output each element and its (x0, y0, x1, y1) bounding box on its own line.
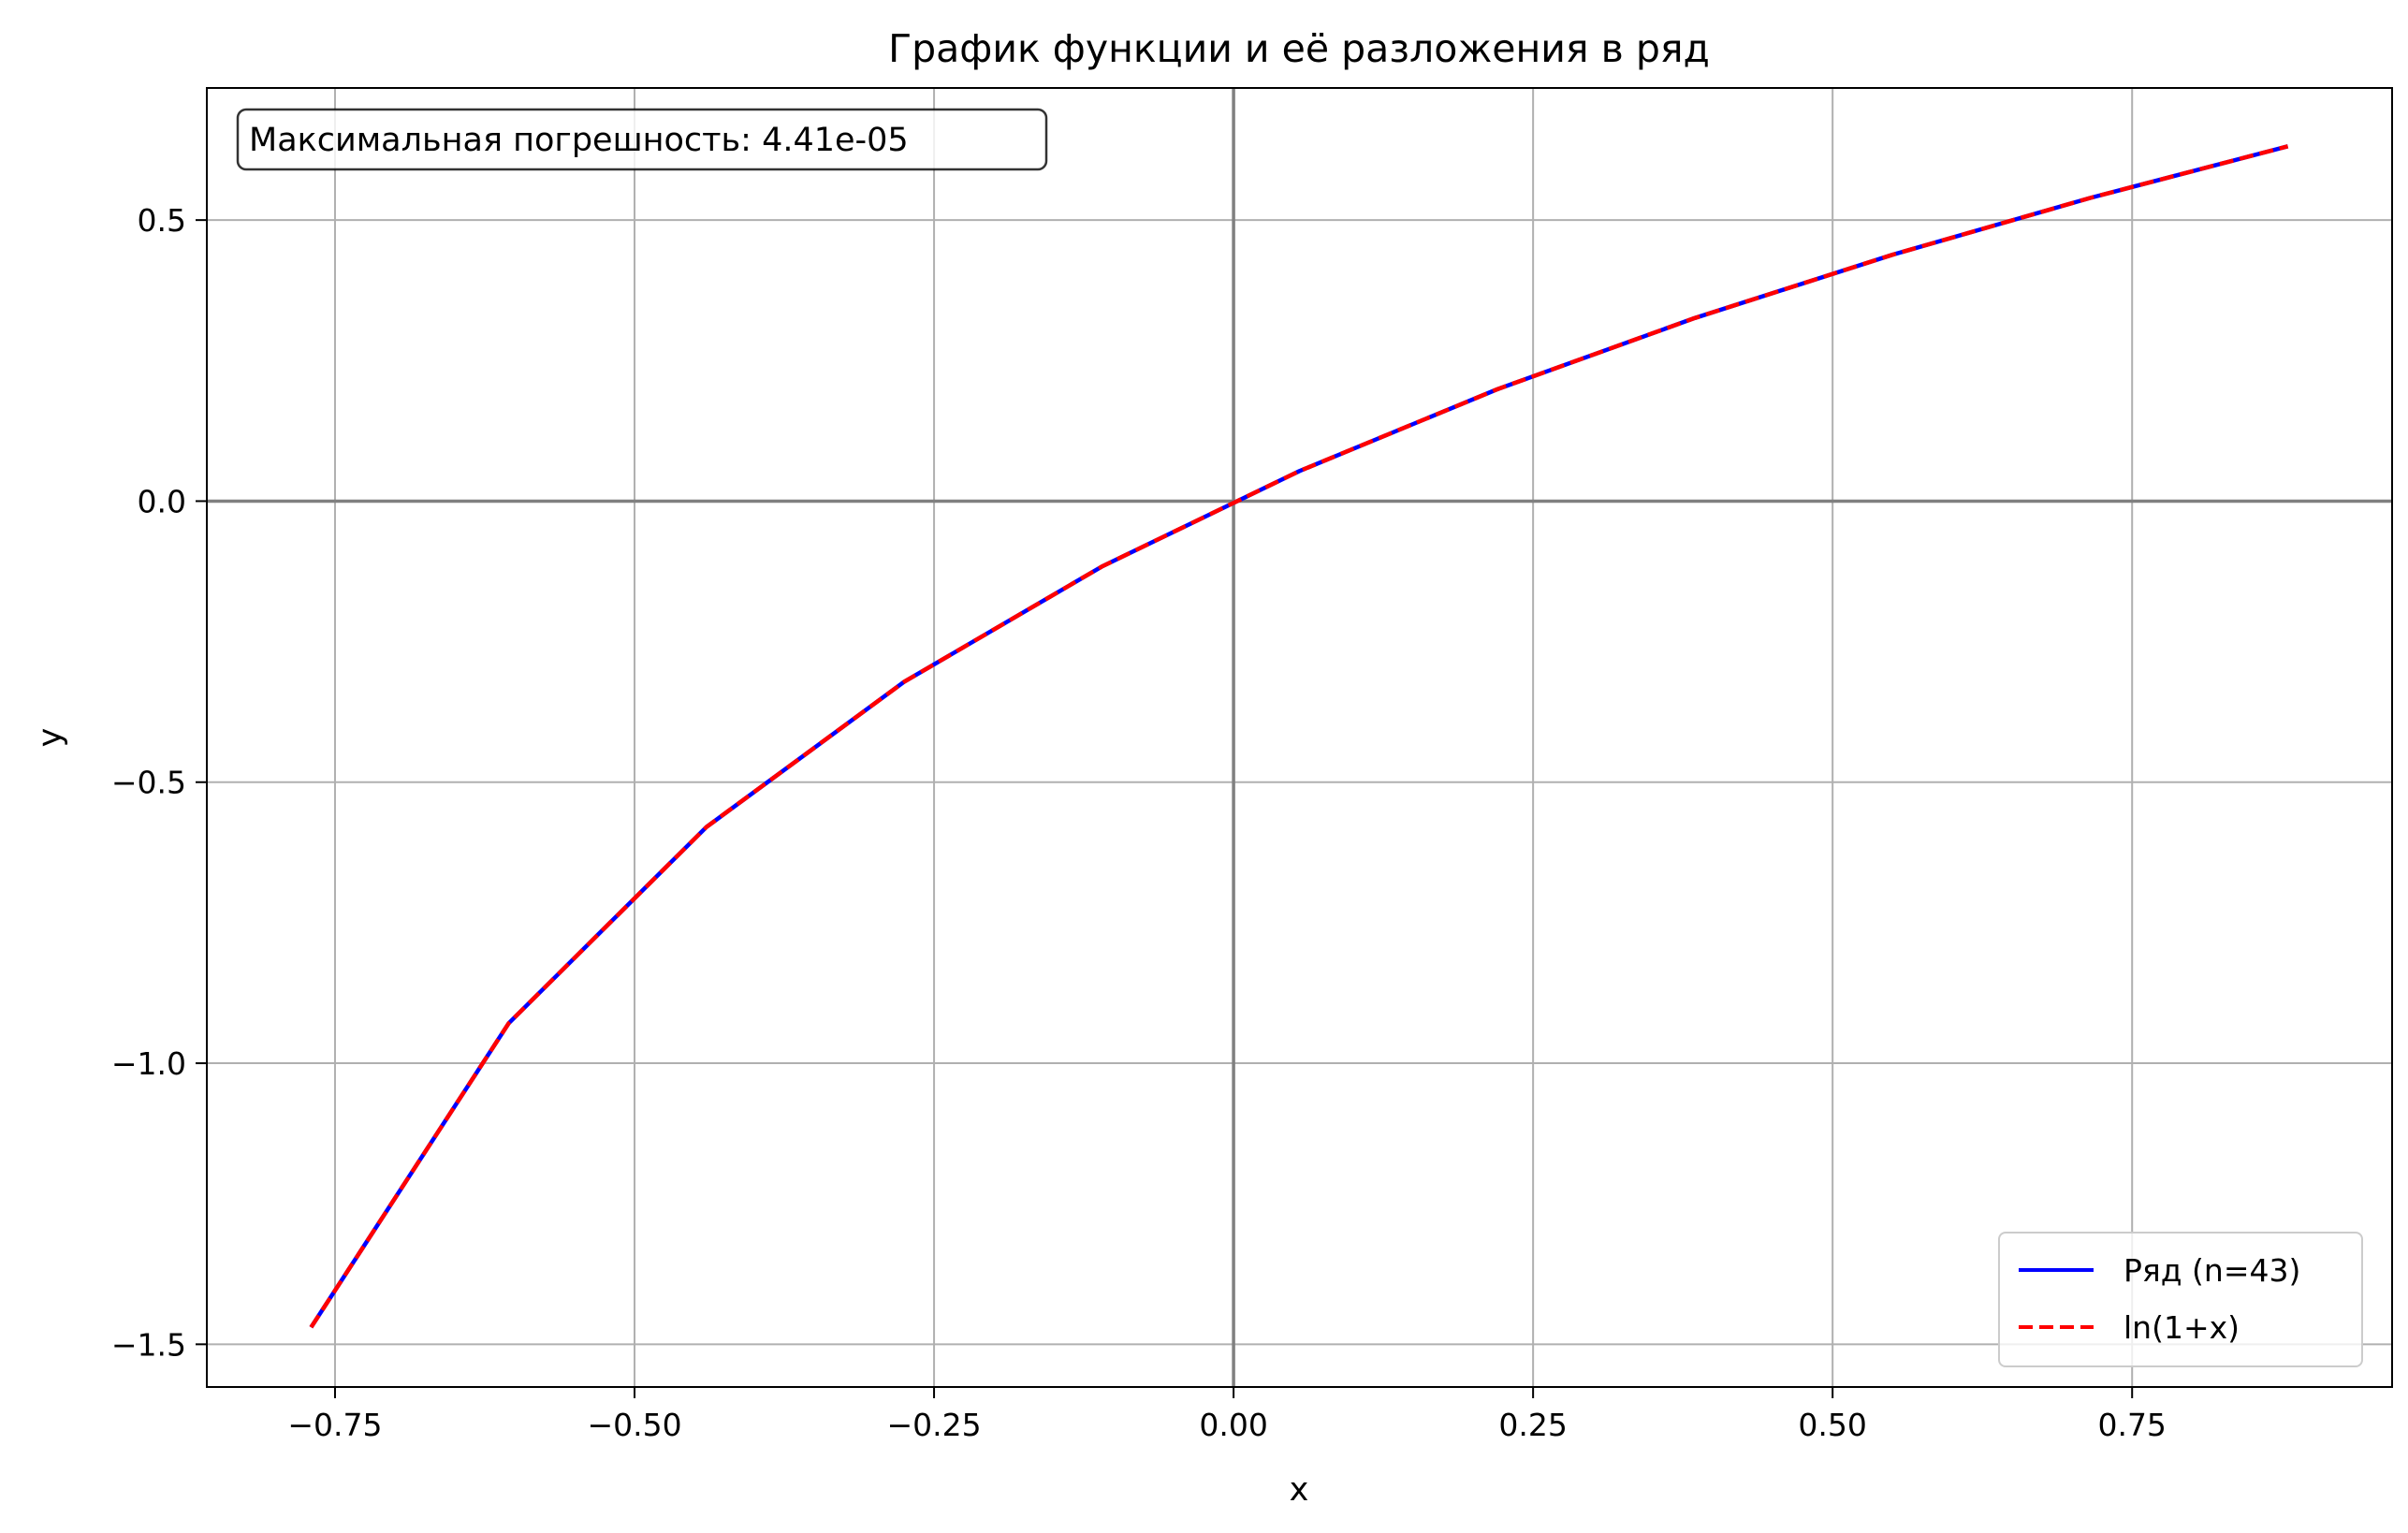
legend-label-function: ln(1+x) (2123, 1309, 2240, 1346)
y-tick-label: −1.5 (111, 1326, 186, 1363)
zero-axis-lines (207, 88, 2392, 1387)
x-tick-label: −0.25 (886, 1407, 981, 1443)
y-tick-label: −1.0 (111, 1045, 186, 1082)
data-series (309, 144, 2289, 1329)
x-tick-label: 0.25 (1498, 1407, 1567, 1443)
y-tick-label: −0.5 (111, 765, 186, 801)
legend-label-series: Ряд (n=43) (2123, 1252, 2300, 1289)
annotation-frame (236, 108, 1048, 171)
legend: Ряд (n=43) ln(1+x) (1998, 1232, 2363, 1367)
plot-area-background (207, 88, 2392, 1387)
series-line (309, 144, 2289, 1329)
x-axis-label: x (1290, 1471, 1309, 1509)
y-axis-label: y (32, 728, 69, 748)
annotation-text: Максимальная погрешность: 4.41e-05 (249, 122, 909, 159)
y-tick-label: 0.0 (138, 483, 186, 519)
y-tick-label: 0.5 (138, 202, 186, 239)
x-tick-label: −0.50 (587, 1407, 681, 1443)
x-tick-label: 0.75 (2097, 1407, 2166, 1443)
annotation-box: Максимальная погрешность: 4.41e-05 (236, 108, 1048, 171)
legend-frame (1998, 1232, 2363, 1367)
x-tick-label: 0.50 (1798, 1407, 1866, 1443)
x-tick-label: 0.00 (1199, 1407, 1267, 1443)
chart-title: График функции и её разложения в ряд (888, 26, 1710, 71)
plot-frame (206, 87, 2393, 1388)
axis-ticks: −0.75 −0.50 −0.25 0.00 0.25 0.50 0.75 −1.5 −1.0 −… (111, 202, 2167, 1443)
x-tick-label: −0.75 (287, 1407, 382, 1443)
